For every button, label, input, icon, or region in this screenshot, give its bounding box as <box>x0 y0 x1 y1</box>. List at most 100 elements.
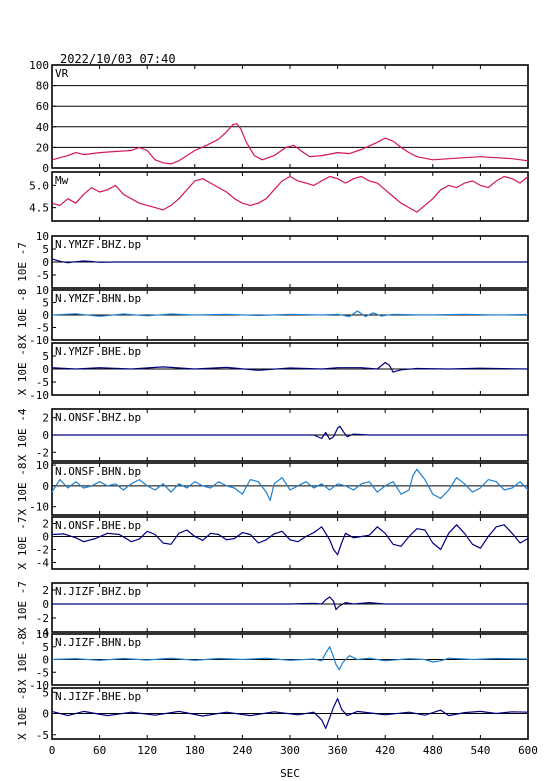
series-line <box>51 524 529 556</box>
x-tick-label: 180 <box>185 744 205 757</box>
panel-6: -10 0 10 X 10E -8 N.ONSF.BHN.bp <box>16 459 529 516</box>
panel-frame <box>51 171 529 222</box>
x-tick-label: 300 <box>280 744 300 757</box>
y-tick-label: 100 <box>29 59 49 72</box>
x-axis-label: SEC <box>280 767 300 780</box>
y-tick-label: 5 <box>42 297 49 310</box>
y-tick-label: 0 <box>42 598 49 611</box>
y-tick-label: 4.5 <box>29 202 49 215</box>
y-tick-label: 10 <box>36 628 49 641</box>
y-tick-label: 5 <box>42 243 49 256</box>
panel-label: N.YMZF.BHN.bp <box>55 292 141 305</box>
y-tick-label: -5 <box>36 666 49 679</box>
panel-label: Mw <box>55 174 69 187</box>
y-tick-label: -10 <box>29 501 49 514</box>
y-tick-label: 0 <box>42 531 49 544</box>
panel-frame <box>51 64 529 169</box>
y-axis-label: X 10E -8 <box>16 633 29 686</box>
x-tick-label: 360 <box>328 744 348 757</box>
series-line <box>51 697 529 730</box>
panel-label: N.YMZF.BHE.bp <box>55 345 141 358</box>
panel-0: 0 20 40 60 80 100 VR <box>29 59 529 175</box>
y-axis-label: X 10E -7 <box>16 581 29 634</box>
x-tick-label: 240 <box>232 744 252 757</box>
y-tick-label: 0 <box>42 480 49 493</box>
y-axis-label: X 10E -8 <box>16 343 29 396</box>
y-axis-label: X 10E -7 <box>16 517 29 570</box>
y-tick-label: -4 <box>36 626 50 639</box>
y-tick-label: 80 <box>36 80 49 93</box>
series-line <box>51 361 529 373</box>
panel-5: -2 0 2 X 10E -4 N.ONSF.BHZ.bp <box>16 408 529 462</box>
x-tick-label: 120 <box>137 744 157 757</box>
y-tick-label: 10 <box>36 459 49 472</box>
y-tick-label: -10 <box>29 679 49 692</box>
y-tick-label: 5 <box>42 350 49 363</box>
x-tick-label: 420 <box>375 744 395 757</box>
series-line <box>51 175 529 213</box>
y-tick-label: 2 <box>42 584 49 597</box>
y-tick-label: -10 <box>29 334 49 347</box>
y-tick-label: -2 <box>36 544 49 557</box>
y-axis-label: X 10E -8 <box>16 687 29 740</box>
y-tick-label: -2 <box>36 446 49 459</box>
y-tick-label: 2 <box>42 412 49 425</box>
y-tick-label: 5.0 <box>29 179 49 192</box>
y-tick-label: 0 <box>42 708 49 721</box>
panel-label: N.ONSF.BHE.bp <box>55 519 141 532</box>
series-line <box>51 646 529 671</box>
panel-label: N.YMZF.BHZ.bp <box>55 238 141 251</box>
panel-4: -10-505 X 10E -8 N.YMZF.BHE.bp <box>16 342 529 402</box>
panel-label: N.ONSF.BHN.bp <box>55 465 141 478</box>
y-tick-label: 60 <box>36 100 49 113</box>
y-tick-label: -5 <box>36 269 49 282</box>
series-line <box>51 258 528 264</box>
y-tick-label: -5 <box>36 376 49 389</box>
panel-1: 4.5 5.0 Mw <box>29 171 529 222</box>
panel-8: -4-202 X 10E -7 N.JIZF.BHZ.bp <box>16 581 529 639</box>
y-tick-label: 5 <box>42 686 49 699</box>
x-tick-label: 600 <box>518 744 538 757</box>
y-tick-label: -10 <box>29 389 49 402</box>
y-axis-label: X 10E -8 <box>16 463 29 516</box>
y-tick-label: -5 <box>36 729 49 742</box>
y-tick-label: 2 <box>42 518 49 531</box>
chart-title: 2022/10/03 07:40 <box>60 52 176 66</box>
x-tick-label: 60 <box>93 744 106 757</box>
x-tick-label: 540 <box>470 744 490 757</box>
panel-label: VR <box>55 67 69 80</box>
series-line <box>52 425 528 440</box>
y-tick-label: 10 <box>36 230 49 243</box>
y-tick-label: 5 <box>42 641 49 654</box>
y-tick-label: -5 <box>36 322 49 335</box>
y-tick-label: -2 <box>36 612 49 625</box>
y-tick-label: 0 <box>42 654 49 667</box>
x-tick-label: 480 <box>423 744 443 757</box>
series-line <box>51 468 529 501</box>
y-tick-label: 0 <box>42 309 49 322</box>
y-tick-label: 0 <box>42 429 49 442</box>
y-tick-label: 0 <box>42 256 49 269</box>
y-tick-label: 0 <box>42 363 49 376</box>
panel-10: -5 0 5 X 10E -8 N.JIZF.BHE.bp <box>16 686 529 742</box>
x-tick-label: 0 <box>49 744 56 757</box>
y-tick-label: 0 <box>42 162 49 175</box>
y-axis-label: X 10E -8 <box>16 289 29 342</box>
series-line <box>51 310 529 318</box>
y-tick-label: 20 <box>36 141 49 154</box>
panel-label: N.JIZF.BHE.bp <box>55 690 141 703</box>
panel-7: -4-202 X 10E -7 N.ONSF.BHE.bp <box>16 516 529 570</box>
y-tick-label: -4 <box>36 557 50 570</box>
panel-label: N.JIZF.BHN.bp <box>55 636 141 649</box>
panel-label: N.JIZF.BHZ.bp <box>55 585 141 598</box>
y-axis-label: 10E -7 <box>16 242 29 282</box>
panel-label: N.ONSF.BHZ.bp <box>55 411 141 424</box>
series-line <box>52 596 528 611</box>
series-line <box>51 123 529 165</box>
y-axis-label: X 10E -4 <box>16 408 29 461</box>
y-tick-label: 10 <box>36 284 49 297</box>
